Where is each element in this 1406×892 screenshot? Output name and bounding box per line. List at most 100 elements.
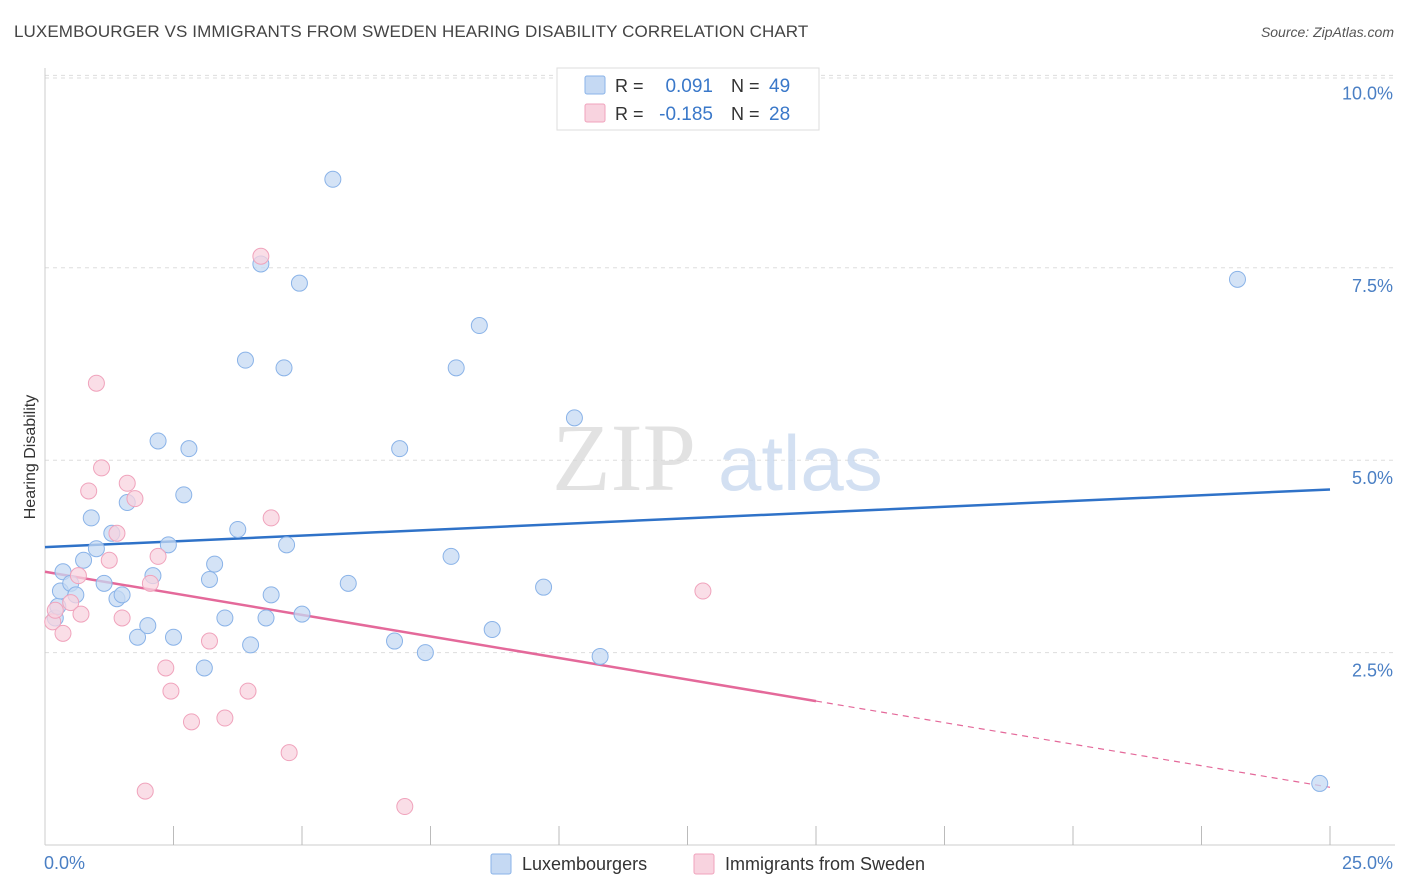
- sweden-point[interactable]: [157, 659, 175, 677]
- sweden-point[interactable]: [182, 713, 200, 731]
- luxembourger-point[interactable]: [229, 520, 247, 538]
- luxembourger-point[interactable]: [391, 440, 409, 458]
- tick-labels: 2.5% 5.0% 7.5% 10.0% 0.0% 25.0%: [44, 83, 1393, 873]
- sweden-point[interactable]: [108, 524, 126, 542]
- luxembourger-point[interactable]: [278, 536, 296, 554]
- luxembourger-point[interactable]: [200, 570, 218, 588]
- legend-n-label-1: N =: [731, 76, 760, 96]
- luxembourger-point[interactable]: [1311, 774, 1329, 792]
- sweden-point[interactable]: [54, 624, 72, 642]
- legend-swatch-pink: [584, 103, 606, 123]
- luxembourger-point[interactable]: [159, 536, 177, 554]
- trend-line-sweden-dashed: [815, 700, 1331, 788]
- y-tick-label: 5.0%: [1352, 468, 1393, 488]
- sweden-point[interactable]: [62, 594, 80, 612]
- sweden-point[interactable]: [136, 782, 154, 800]
- sweden-point[interactable]: [280, 744, 298, 762]
- x-tick-label-min: 0.0%: [44, 853, 85, 873]
- luxembourger-point[interactable]: [175, 486, 193, 504]
- luxembourger-point[interactable]: [262, 586, 280, 604]
- luxembourger-point[interactable]: [180, 440, 198, 458]
- luxembourger-point[interactable]: [242, 636, 260, 654]
- luxembourger-point[interactable]: [75, 551, 93, 569]
- legend-swatch-blue: [584, 75, 606, 95]
- legend-n-label-2: N =: [731, 104, 760, 124]
- sweden-point[interactable]: [72, 605, 90, 623]
- sweden-point[interactable]: [216, 709, 234, 727]
- sweden-point[interactable]: [141, 574, 159, 592]
- luxembourger-point[interactable]: [386, 632, 404, 650]
- series-legend-label-sweden[interactable]: Immigrants from Sweden: [725, 854, 925, 874]
- legend-n-value-1: 49: [769, 76, 790, 97]
- series-legend-swatch-sweden[interactable]: [693, 853, 715, 875]
- luxembourger-point[interactable]: [113, 586, 131, 604]
- sweden-point[interactable]: [262, 509, 280, 527]
- luxembourger-point[interactable]: [236, 351, 254, 369]
- luxembourger-point[interactable]: [216, 609, 234, 627]
- luxembourger-point[interactable]: [324, 170, 342, 188]
- legend-r-label-2: R =: [615, 104, 644, 124]
- legend-r-value-1: 0.091: [665, 76, 713, 97]
- luxembourger-point[interactable]: [591, 647, 609, 665]
- sweden-point[interactable]: [694, 582, 712, 600]
- trend-line-sweden-solid: [44, 570, 817, 703]
- y-tick-label: 10.0%: [1342, 83, 1393, 103]
- luxembourger-point[interactable]: [416, 644, 434, 662]
- sweden-point[interactable]: [87, 374, 105, 392]
- watermark-atlas: atlas: [718, 419, 883, 507]
- chart-title: LUXEMBOURGER VS IMMIGRANTS FROM SWEDEN H…: [14, 22, 809, 41]
- luxembourger-point[interactable]: [149, 432, 167, 450]
- x-tick-label-max: 25.0%: [1342, 853, 1393, 873]
- sweden-point[interactable]: [239, 682, 257, 700]
- luxembourger-point[interactable]: [87, 540, 105, 558]
- luxembourger-point[interactable]: [1228, 270, 1246, 288]
- sweden-point[interactable]: [252, 247, 270, 265]
- sweden-point[interactable]: [200, 632, 218, 650]
- legend-r-label-1: R =: [615, 76, 644, 96]
- luxembourger-point[interactable]: [339, 574, 357, 592]
- luxembourger-point[interactable]: [483, 621, 501, 639]
- sweden-point[interactable]: [100, 551, 118, 569]
- y-tick-label: 2.5%: [1352, 661, 1393, 681]
- legend-n-value-2: 28: [769, 104, 790, 125]
- luxembourger-point[interactable]: [275, 359, 293, 377]
- luxembourger-point[interactable]: [95, 574, 113, 592]
- luxembourger-point[interactable]: [165, 628, 182, 646]
- luxembourger-point[interactable]: [442, 547, 460, 565]
- luxembourger-point[interactable]: [129, 628, 147, 646]
- sweden-point[interactable]: [126, 490, 144, 508]
- series-legend: Luxembourgers Immigrants from Sweden: [490, 853, 925, 875]
- sweden-point[interactable]: [46, 601, 64, 619]
- sweden-point[interactable]: [149, 547, 167, 565]
- luxembourger-point[interactable]: [470, 317, 488, 335]
- y-tick-label: 7.5%: [1352, 276, 1393, 296]
- sweden-point[interactable]: [162, 682, 180, 700]
- legend-r-value-2: -0.185: [659, 104, 713, 125]
- luxembourger-point[interactable]: [290, 274, 308, 292]
- luxembourger-point[interactable]: [293, 605, 311, 623]
- trend-lines: [44, 488, 1331, 788]
- luxembourger-point[interactable]: [195, 659, 213, 677]
- sweden-point[interactable]: [69, 567, 87, 585]
- luxembourger-point[interactable]: [565, 409, 583, 427]
- sweden-point[interactable]: [93, 459, 111, 477]
- sweden-point[interactable]: [80, 482, 98, 500]
- luxembourger-point[interactable]: [82, 509, 100, 527]
- luxembourger-point[interactable]: [447, 359, 465, 377]
- luxembourger-point[interactable]: [535, 578, 553, 596]
- luxembourger-point[interactable]: [139, 617, 157, 635]
- sweden-point[interactable]: [396, 798, 414, 816]
- luxembourger-point[interactable]: [206, 555, 224, 573]
- source-credit: Source: ZipAtlas.com: [1260, 24, 1394, 40]
- y-axis-label: Hearing Disability: [22, 395, 39, 520]
- axes: [44, 68, 1395, 846]
- sweden-point[interactable]: [118, 474, 136, 492]
- stats-legend: R = 0.091 N = 49 R = -0.185 N = 28: [556, 67, 820, 131]
- luxembourger-point[interactable]: [257, 609, 275, 627]
- sweden-point[interactable]: [113, 609, 131, 627]
- data-points: [44, 170, 1329, 816]
- trend-line-luxembourgers: [44, 488, 1331, 549]
- series-legend-swatch-luxembourgers[interactable]: [490, 853, 512, 875]
- series-legend-label-luxembourgers[interactable]: Luxembourgers: [522, 854, 647, 874]
